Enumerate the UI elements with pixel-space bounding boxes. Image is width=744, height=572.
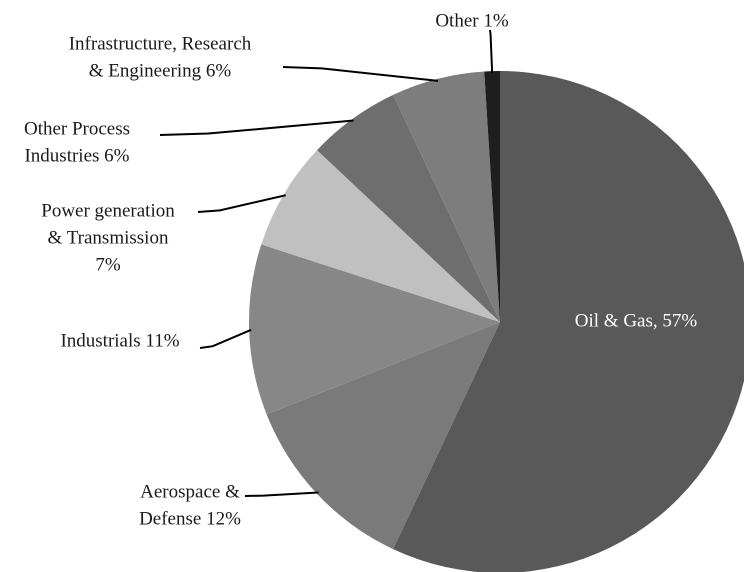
slice-label: Aerospace & [140,481,240,502]
slice-label: Other Process [24,118,130,139]
slice-label: Infrastructure, Research [69,33,252,54]
leader-line [199,328,252,349]
slice-label: Defense 12% [139,508,241,529]
slice-label: Other 1% [435,10,509,31]
slice-label: Oil & Gas, 57% [575,310,698,331]
leader-line [489,29,494,74]
pie-slice [249,244,500,415]
slice-label: Industries 6% [24,145,129,166]
pie-slice [393,71,744,572]
pie-slice [393,71,500,322]
leader-line [197,194,286,213]
slice-label: & Transmission [48,227,169,248]
slice-label: Industrials 11% [60,330,179,351]
leader-line [159,119,354,136]
pie-slice [484,71,500,322]
slice-label: & Engineering 6% [89,60,232,81]
pie-slice [261,150,500,322]
leader-line [282,66,439,82]
slice-label: 7% [95,254,121,275]
pie-slice [317,94,500,322]
leader-line [244,491,319,497]
pie-slice [266,322,500,550]
slice-label: Power generation [41,200,175,221]
